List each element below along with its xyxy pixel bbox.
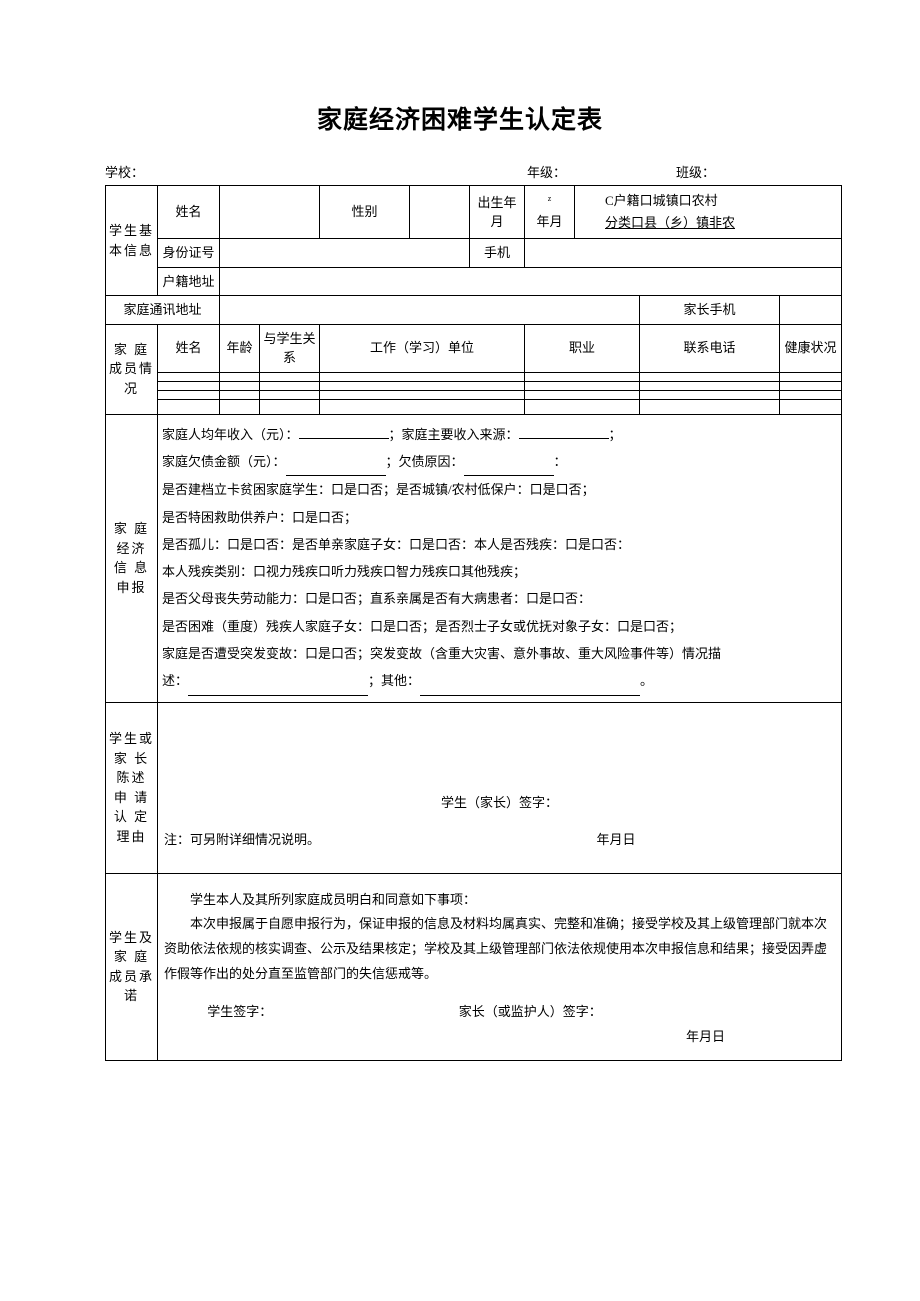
main-table: 学生基本信息 姓名 性别 出生年月 z 年月 C户籍口城镇口农村 分类口县（乡）… bbox=[105, 185, 842, 1061]
gender-label: 性别 bbox=[320, 186, 410, 239]
hukou-category[interactable]: C户籍口城镇口农村 分类口县（乡）镇非农 bbox=[575, 186, 842, 239]
family-row bbox=[106, 372, 842, 381]
mail-addr-label: 家庭通讯地址 bbox=[106, 296, 220, 325]
reason-content[interactable]: 学生（家长）签字： 注：可另附详细情况说明。 年月日 bbox=[158, 702, 842, 873]
family-row bbox=[106, 390, 842, 399]
cell[interactable] bbox=[158, 372, 220, 381]
parent-phone-value[interactable] bbox=[780, 296, 842, 325]
econ-line-2: 家庭欠债金额（元）： ；欠债原因： ： bbox=[162, 448, 837, 476]
promise-section-label: 学生及家 庭 成员承诺 bbox=[106, 873, 158, 1060]
col-workplace: 工作（学习）单位 bbox=[320, 324, 525, 372]
name-value[interactable] bbox=[220, 186, 320, 239]
reason-signature-label: 学生（家长）签字： bbox=[164, 791, 835, 816]
promise-date: 年月日 bbox=[164, 1025, 835, 1050]
birth-label: 出生年月 bbox=[470, 186, 525, 239]
econ-line-1: 家庭人均年收入（元）：；家庭主要收入来源：； bbox=[162, 421, 837, 448]
econ-line-9: 家庭是否遭受突发变故：口是口否；突发变故（含重大灾害、意外事故、重大风险事件等）… bbox=[162, 640, 837, 667]
reason-row: 学生或家 长 陈述 申 请认 定 理由 学生（家长）签字： 注：可另附详细情况说… bbox=[106, 702, 842, 873]
col-relation: 与学生关系 bbox=[260, 324, 320, 372]
page: 家庭经济困难学生认定表 学校： 年级： 班级： 学生基本信息 姓名 bbox=[0, 0, 920, 1301]
col-age: 年龄 bbox=[220, 324, 260, 372]
family-section-label: 家 庭 成员情况 bbox=[106, 324, 158, 414]
school-label: 学校： bbox=[105, 162, 144, 181]
name-label: 姓名 bbox=[158, 186, 220, 239]
parent-phone-label: 家长手机 bbox=[640, 296, 780, 325]
reason-section-label: 学生或家 长 陈述 申 请认 定 理由 bbox=[106, 702, 158, 873]
student-row-3: 户籍地址 bbox=[106, 267, 842, 296]
student-row-2: 身份证号 手机 bbox=[106, 239, 842, 268]
header-line: 学校： 年级： 班级： bbox=[105, 162, 815, 181]
grade-value[interactable] bbox=[566, 162, 676, 181]
phone-label: 手机 bbox=[470, 239, 525, 268]
mail-addr-row: 家庭通讯地址 家长手机 bbox=[106, 296, 842, 325]
family-row bbox=[106, 399, 842, 414]
econ-row: 家 庭 经济 信 息申报 家庭人均年收入（元）：；家庭主要收入来源：； 家庭欠债… bbox=[106, 414, 842, 702]
col-name: 姓名 bbox=[158, 324, 220, 372]
econ-line-7: 是否父母丧失劳动能力：口是口否；直系亲属是否有大病患者：口是口否： bbox=[162, 585, 837, 612]
school-value[interactable] bbox=[144, 162, 527, 181]
promise-p2: 本次申报属于自愿申报行为，保证申报的信息及材料均属真实、完整和准确；接受学校及其… bbox=[164, 912, 835, 986]
addr-value[interactable] bbox=[220, 267, 842, 296]
promise-p1: 学生本人及其所列家庭成员明白和同意如下事项： bbox=[164, 888, 835, 913]
id-value[interactable] bbox=[220, 239, 470, 268]
econ-line-10: 述： ；其他： 。 bbox=[162, 667, 837, 695]
student-section-label: 学生基本信息 bbox=[106, 186, 158, 296]
econ-line-3: 是否建档立卡贫困家庭学生：口是口否；是否城镇/农村低保户：口是口否； bbox=[162, 476, 837, 503]
econ-line-5: 是否孤儿：口是口否：是否单亲家庭子女：口是口否：本人是否残疾：口是口否： bbox=[162, 531, 837, 558]
gender-value[interactable] bbox=[410, 186, 470, 239]
col-occupation: 职业 bbox=[525, 324, 640, 372]
promise-row: 学生及家 庭 成员承诺 学生本人及其所列家庭成员明白和同意如下事项： 本次申报属… bbox=[106, 873, 842, 1060]
col-contact: 联系电话 bbox=[640, 324, 780, 372]
student-row-1: 学生基本信息 姓名 性别 出生年月 z 年月 C户籍口城镇口农村 分类口县（乡）… bbox=[106, 186, 842, 239]
econ-line-4: 是否特困救助供养户：口是口否； bbox=[162, 504, 837, 531]
promise-signatures: 学生签字： 家长（或监护人）签字： bbox=[164, 1000, 835, 1025]
id-label: 身份证号 bbox=[158, 239, 220, 268]
col-health: 健康状况 bbox=[780, 324, 842, 372]
econ-line-6: 本人残疾类别：口视力残疾口听力残疾口智力残疾口其他残疾； bbox=[162, 558, 837, 585]
econ-section-label: 家 庭 经济 信 息申报 bbox=[106, 414, 158, 702]
class-value[interactable] bbox=[715, 162, 815, 181]
addr-label: 户籍地址 bbox=[158, 267, 220, 296]
class-label: 班级： bbox=[676, 162, 715, 181]
family-row bbox=[106, 381, 842, 390]
birth-value[interactable]: z 年月 bbox=[525, 186, 575, 239]
page-title: 家庭经济困难学生认定表 bbox=[105, 100, 815, 136]
reason-note: 注：可另附详细情况说明。 年月日 bbox=[164, 828, 835, 853]
promise-content[interactable]: 学生本人及其所列家庭成员明白和同意如下事项： 本次申报属于自愿申报行为，保证申报… bbox=[158, 873, 842, 1060]
family-header-row: 家 庭 成员情况 姓名 年龄 与学生关系 工作（学习）单位 职业 联系电话 健康… bbox=[106, 324, 842, 372]
econ-line-8: 是否困难（重度）残疾人家庭子女：口是口否；是否烈士子女或优抚对象子女：口是口否； bbox=[162, 613, 837, 640]
grade-label: 年级： bbox=[527, 162, 566, 181]
phone-value[interactable] bbox=[525, 239, 842, 268]
econ-content[interactable]: 家庭人均年收入（元）：；家庭主要收入来源：； 家庭欠债金额（元）： ；欠债原因：… bbox=[158, 414, 842, 702]
mail-addr-value[interactable] bbox=[220, 296, 640, 325]
